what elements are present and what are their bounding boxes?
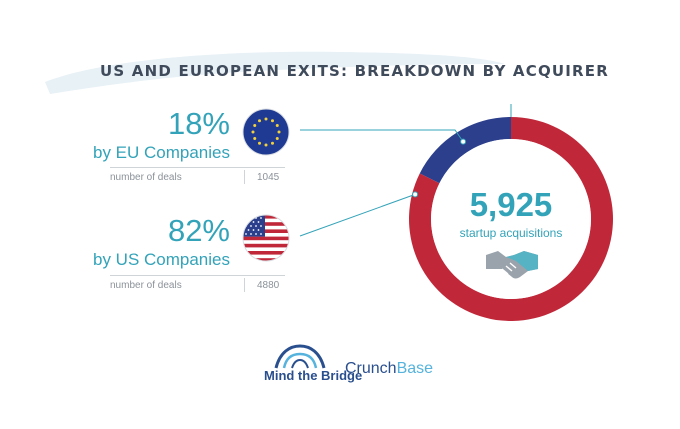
total-acquisitions-caption: startup acquisitions	[459, 226, 563, 240]
eu-star	[275, 137, 279, 140]
eu-star	[251, 130, 255, 134]
title-brush-decoration	[45, 51, 505, 94]
eu-star	[258, 141, 261, 145]
chart-title: US AND EUROPEAN EXITS: BREAKDOWN BY ACQU…	[100, 62, 610, 80]
eu-connector-line	[300, 129, 464, 142]
us-flag-icon	[242, 214, 290, 262]
total-acquisitions-value: 5,925	[469, 186, 553, 223]
crunchbase-logo-part1: Crunch	[345, 360, 397, 377]
eu-star	[271, 119, 274, 123]
us-percent: 82%	[167, 213, 230, 248]
eu-star	[271, 141, 274, 145]
us-subtitle: by US Companies	[92, 250, 230, 269]
handshake-icon	[486, 251, 538, 279]
eu-star	[275, 124, 279, 127]
eu-divider-top	[110, 167, 285, 168]
eu-percent: 18%	[167, 106, 230, 141]
us-connector-line	[299, 193, 416, 237]
eu-star	[264, 117, 268, 121]
eu-star	[277, 130, 281, 134]
donut-hole	[431, 139, 591, 299]
us-deals-value: 4880	[257, 280, 280, 291]
eu-deals-label: number of deals	[110, 172, 182, 183]
us-connector-dot	[412, 191, 419, 198]
eu-star	[264, 143, 268, 147]
eu-star	[253, 137, 257, 140]
eu-star	[258, 119, 261, 123]
mind-the-bridge-logo-icon	[274, 344, 326, 369]
us-divider-vertical	[244, 278, 245, 292]
eu-divider-vertical	[244, 170, 245, 184]
us-divider-top	[110, 275, 285, 276]
mind-the-bridge-logo: Mind the Bridge	[264, 368, 363, 383]
eu-deals-value: 1045	[257, 172, 280, 183]
donut-slice-eu	[419, 117, 511, 184]
eu-flag-icon	[242, 108, 290, 156]
us-deals-label: number of deals	[110, 280, 182, 291]
eu-subtitle: by EU Companies	[92, 143, 230, 162]
eu-connector-dot	[460, 138, 467, 145]
crunchbase-logo: CrunchBase	[345, 360, 433, 378]
eu-star	[253, 124, 257, 127]
crunchbase-logo-part2: Base	[396, 360, 434, 377]
